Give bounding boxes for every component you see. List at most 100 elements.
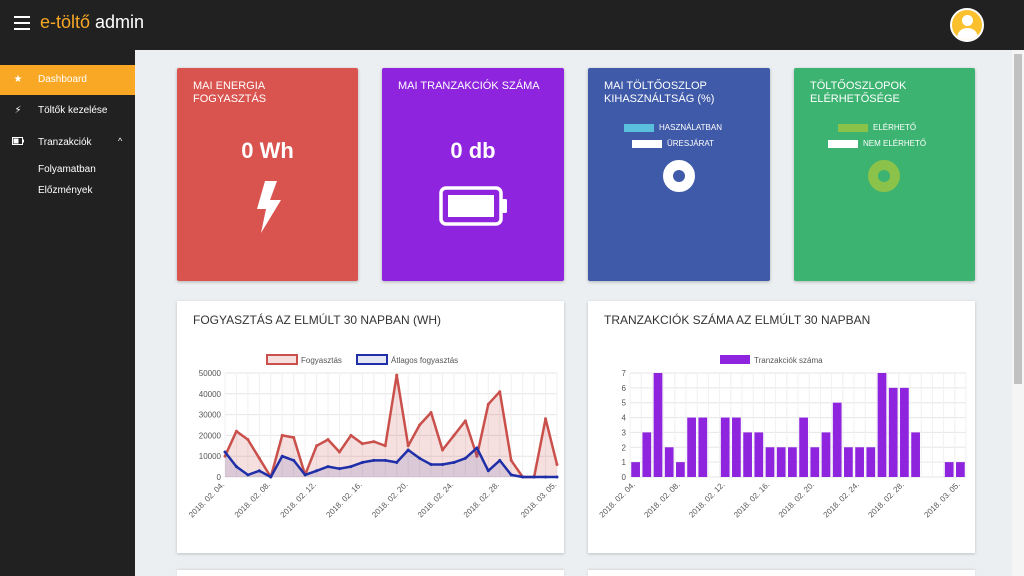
x-tick-label: 2018. 02. 12. — [687, 480, 726, 519]
x-tick-label: 2018. 03. 05. — [519, 480, 558, 519]
legend-item-idle[interactable]: Üresjárat — [632, 139, 714, 148]
chart-title: Tranzakciók száma az elmúlt 30 napban — [604, 313, 871, 327]
data-point — [337, 467, 341, 471]
brand-rest: admin — [90, 12, 145, 32]
x-tick-label: 2018. 02. 28. — [866, 480, 905, 519]
bar — [698, 417, 708, 477]
y-tick-label: 40000 — [199, 390, 222, 399]
star-icon: ★ — [13, 74, 23, 85]
sidebar-item-label: Tranzakciók — [38, 137, 92, 148]
scrollbar[interactable] — [1012, 50, 1024, 576]
x-tick-label: 2018. 02. 08. — [642, 480, 681, 519]
y-tick-label: 7 — [622, 369, 627, 378]
bar — [900, 387, 909, 477]
bar — [687, 417, 696, 477]
data-point — [234, 465, 238, 469]
bar — [799, 417, 808, 477]
bar — [911, 432, 920, 477]
data-point — [349, 433, 353, 437]
data-point — [257, 469, 261, 473]
battery-icon — [439, 186, 507, 226]
data-point — [498, 458, 502, 462]
sidebar-item-transactions[interactable]: Tranzakciók ^ — [0, 128, 135, 158]
legend-label: Használatban — [659, 123, 722, 132]
legend-label: Elérhető — [873, 123, 917, 132]
data-point — [452, 433, 456, 437]
energy-card: Mai energia fogyasztás 0 Wh — [177, 68, 358, 281]
data-point — [360, 442, 364, 446]
data-point — [383, 458, 387, 462]
data-point — [292, 458, 296, 462]
legend-swatch — [720, 355, 750, 364]
legend-swatch — [632, 139, 662, 148]
bar — [855, 447, 864, 477]
data-point — [337, 450, 341, 454]
card-value: 0 db — [450, 138, 496, 163]
scrollbar-thumb[interactable] — [1014, 54, 1022, 384]
y-tick-label: 4 — [622, 414, 627, 423]
y-tick-label: 50000 — [199, 369, 222, 378]
app-brand[interactable]: e-töltő admin — [40, 12, 144, 33]
lightning-icon — [257, 181, 281, 233]
sidebar-item-dashboard[interactable]: ★ Dashboard — [0, 65, 135, 95]
y-tick-label: 5 — [622, 399, 627, 408]
data-point — [360, 460, 364, 464]
x-tick-label: 2018. 02. 24. — [416, 480, 455, 519]
sidebar-item-label: Töltők kezelése — [38, 105, 108, 116]
data-point — [509, 458, 513, 462]
legend-swatch — [624, 123, 654, 132]
data-point — [486, 469, 490, 473]
bar — [676, 462, 685, 477]
bar — [743, 432, 752, 477]
data-point — [544, 417, 548, 421]
legend-item-in-use[interactable]: Használatban — [624, 123, 722, 132]
bar — [631, 462, 640, 477]
y-tick-label: 2 — [622, 443, 627, 452]
plug-icon: ⚡ — [14, 105, 22, 116]
data-point — [315, 444, 319, 448]
sidebar-subitem-history[interactable]: Előzmények — [38, 185, 93, 196]
data-point — [463, 456, 467, 460]
legend-swatch — [356, 354, 388, 365]
x-tick-label: 2018. 02. 16. — [324, 480, 363, 519]
data-point — [486, 402, 490, 406]
bar — [888, 387, 898, 477]
data-point — [234, 429, 238, 433]
data-point — [383, 444, 387, 448]
bar — [776, 447, 786, 477]
series-line — [224, 446, 557, 479]
legend-item-available[interactable]: Elérhető — [838, 123, 916, 132]
data-point — [246, 438, 250, 442]
availability-card: Töltőoszlopok elérhetősége Elérhető Nem … — [794, 68, 975, 281]
y-tick-label: 0 — [622, 473, 627, 482]
legend-label: Átlagos fogyasztás — [391, 356, 458, 365]
data-point — [441, 463, 445, 467]
y-tick-label: 10000 — [199, 452, 222, 461]
data-point — [418, 423, 422, 427]
usage-card: Mai töltőoszlop kihasználtság (%) Haszná… — [588, 68, 770, 281]
sidebar-item-chargers[interactable]: ⚡ Töltők kezelése — [0, 96, 135, 126]
x-tick-label: 2018. 02. 08. — [233, 480, 272, 519]
data-point — [223, 450, 227, 454]
series-line — [223, 373, 559, 479]
data-point — [326, 438, 330, 442]
sidebar-subitem-in-progress[interactable]: Folyamatban — [38, 164, 96, 175]
data-point — [509, 473, 513, 477]
chevron-up-icon[interactable]: ^ — [118, 136, 123, 146]
avatar[interactable] — [950, 8, 984, 42]
y-tick-label: 3 — [622, 428, 627, 437]
menu-icon[interactable] — [14, 16, 30, 30]
availability-donut-chart — [868, 160, 900, 192]
bar — [821, 432, 831, 477]
legend-label: Nem elérhető — [863, 139, 927, 148]
legend-label: Üresjárat — [667, 139, 714, 148]
data-point — [280, 433, 284, 437]
bar — [732, 417, 741, 477]
data-point — [429, 411, 433, 415]
legend-swatch — [828, 139, 858, 148]
data-point — [406, 448, 410, 452]
sidebar: ★ Dashboard ⚡ Töltők kezelése Tranzakció… — [0, 50, 135, 576]
legend-item-unavailable[interactable]: Nem elérhető — [828, 139, 926, 148]
data-point — [269, 475, 273, 479]
y-tick-label: 20000 — [199, 431, 222, 440]
